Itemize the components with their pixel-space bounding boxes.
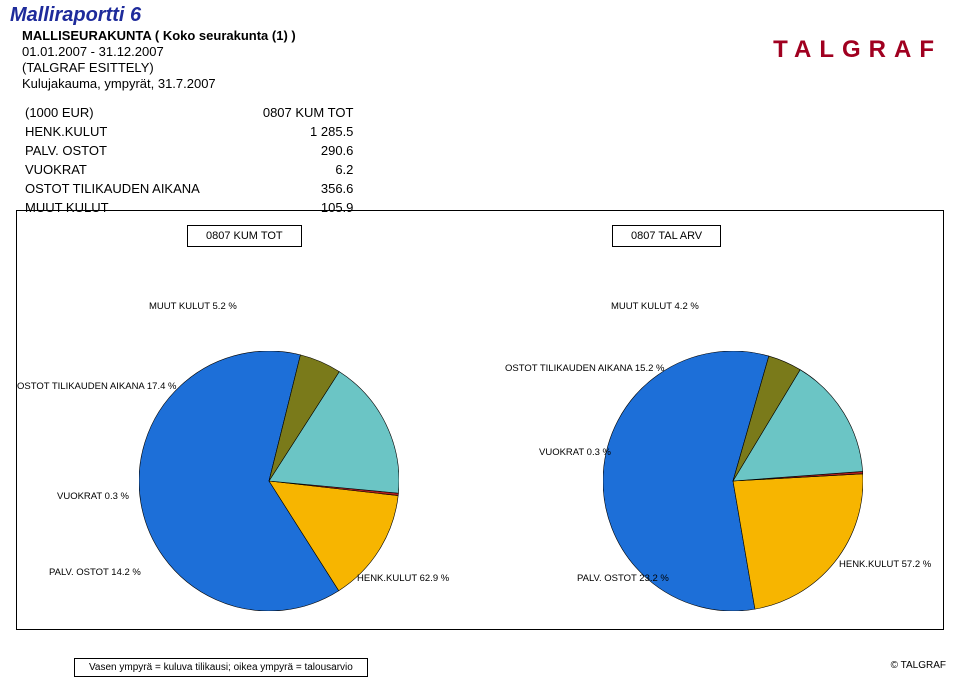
- pie-left-area: MUUT KULUT 5.2 % OSTOT TILIKAUDEN AIKANA …: [17, 281, 481, 619]
- table-row: HENK.KULUT 1 285.5: [24, 123, 354, 140]
- row-value: 356.6: [262, 180, 355, 197]
- brand-logo: TALGRAF: [773, 36, 942, 64]
- table-row: PALV. OSTOT 290.6: [24, 142, 354, 159]
- description: Kulujakauma, ympyrät, 31.7.2007: [22, 76, 216, 91]
- pie-slice-label: OSTOT TILIKAUDEN AIKANA 17.4 %: [17, 381, 176, 392]
- legend-right: 0807 TAL ARV: [612, 225, 721, 247]
- table-row: VUOKRAT 6.2: [24, 161, 354, 178]
- summary-table: (1000 EUR) 0807 KUM TOT HENK.KULUT 1 285…: [22, 102, 356, 218]
- footnote: Vasen ympyrä = kuluva tilikausi; oikea y…: [74, 658, 368, 677]
- table-row: OSTOT TILIKAUDEN AIKANA 356.6: [24, 180, 354, 197]
- table-header-row: (1000 EUR) 0807 KUM TOT: [24, 104, 354, 121]
- col-header-value: 0807 KUM TOT: [262, 104, 355, 121]
- pie-slice-label: HENK.KULUT 62.9 %: [357, 573, 449, 584]
- row-value: 6.2: [262, 161, 355, 178]
- pie-slice-label: HENK.KULUT 57.2 %: [839, 559, 931, 570]
- report-page: Malliraportti 6 MALLISEURAKUNTA ( Koko s…: [0, 0, 960, 694]
- pie-chart-right: [603, 351, 863, 611]
- row-value: 1 285.5: [262, 123, 355, 140]
- presenter: (TALGRAF ESITTELY): [22, 60, 154, 75]
- col-header-label: (1000 EUR): [24, 104, 260, 121]
- date-range: 01.01.2007 - 31.12.2007: [22, 44, 164, 59]
- report-title: Malliraportti 6: [10, 4, 141, 27]
- pie-chart-left: [139, 351, 399, 611]
- row-label: VUOKRAT: [24, 161, 260, 178]
- row-label: PALV. OSTOT: [24, 142, 260, 159]
- pie-slice-label: VUOKRAT 0.3 %: [539, 447, 611, 458]
- pie-slice-label: MUUT KULUT 5.2 %: [149, 301, 237, 312]
- pie-slice-label: VUOKRAT 0.3 %: [57, 491, 129, 502]
- row-label: OSTOT TILIKAUDEN AIKANA: [24, 180, 260, 197]
- pie-slice-label: PALV. OSTOT 23.2 %: [577, 573, 669, 584]
- pie-right-area: MUUT KULUT 4.2 % OSTOT TILIKAUDEN AIKANA …: [481, 281, 945, 619]
- pie-slice-label: OSTOT TILIKAUDEN AIKANA 15.2 %: [505, 363, 664, 374]
- pie-slice: [733, 474, 863, 609]
- legend-left: 0807 KUM TOT: [187, 225, 302, 247]
- pie-slice-label: MUUT KULUT 4.2 %: [611, 301, 699, 312]
- chart-container: 0807 KUM TOT 0807 TAL ARV MUUT KULUT 5.2…: [16, 210, 944, 630]
- row-value: 290.6: [262, 142, 355, 159]
- copyright: © TALGRAF: [891, 660, 946, 671]
- pie-slice-label: PALV. OSTOT 14.2 %: [49, 567, 141, 578]
- row-label: HENK.KULUT: [24, 123, 260, 140]
- report-subtitle: MALLISEURAKUNTA ( Koko seurakunta (1) ): [22, 28, 296, 43]
